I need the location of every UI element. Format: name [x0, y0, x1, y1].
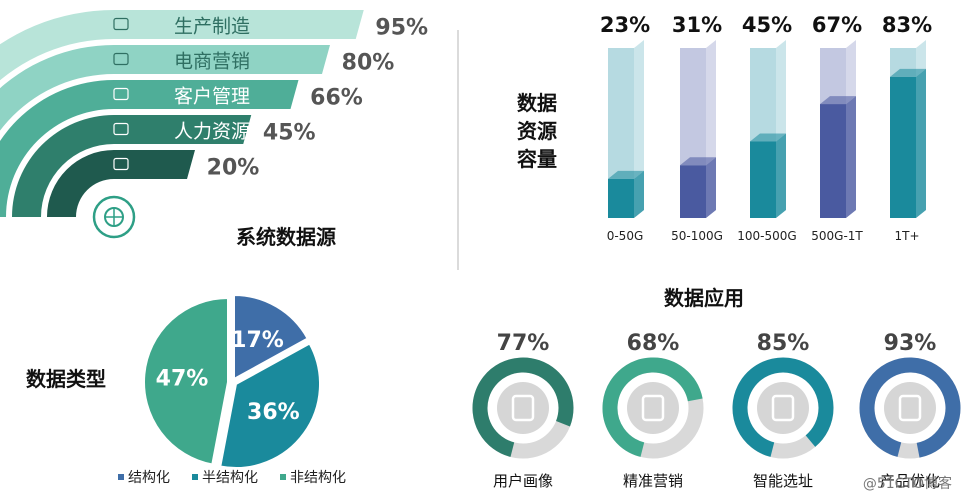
capacity-category: 0-50G — [607, 229, 644, 243]
pie-label: 36% — [247, 400, 300, 425]
source-label: 生产制造 — [174, 16, 250, 38]
pie-label: 47% — [156, 367, 209, 392]
legend-label: 结构化 — [128, 470, 170, 486]
source-value: 20% — [207, 156, 260, 181]
chart-icon — [113, 87, 129, 101]
legend-swatch — [280, 474, 286, 480]
chat-icon — [113, 17, 129, 31]
capacity-category: 1T+ — [894, 229, 919, 243]
source-band — [0, 45, 330, 131]
capacity-bar — [608, 40, 644, 218]
source-value: 80% — [342, 51, 395, 76]
donut-arc — [602, 357, 703, 457]
capacity-bar — [750, 40, 786, 218]
source-band — [12, 115, 252, 217]
legend-swatch — [192, 474, 198, 480]
source-label: 电商营销 — [174, 51, 250, 73]
location-pin-icon — [757, 382, 809, 434]
application-label: 精准营销 — [623, 472, 683, 490]
application-label: 产品优化 — [880, 472, 940, 490]
application-donut: 77% 用户画像 — [472, 331, 574, 490]
source-label: 客户管理 — [174, 86, 250, 108]
capacity-value: 45% — [742, 13, 792, 37]
phone-dollar-icon — [627, 382, 679, 434]
source-value: 45% — [263, 121, 316, 146]
legend-label: 非结构化 — [290, 470, 346, 486]
source-band — [47, 150, 195, 217]
network-icon — [113, 122, 129, 136]
monitor-icon — [113, 52, 129, 66]
source-value: 66% — [310, 86, 363, 111]
legend-label: 半结构化 — [202, 470, 258, 486]
capacity-value: 67% — [812, 13, 862, 37]
data-types-panel: 17% 36% 47% 结构化 半结构化 非结构化 — [118, 293, 346, 486]
globe-icon — [92, 195, 136, 239]
pie-label: 17% — [231, 328, 284, 353]
capacity-category: 50-100G — [671, 229, 723, 243]
legend-swatch — [118, 474, 124, 480]
source-label: 财务 — [193, 156, 231, 178]
capacity-value: 83% — [882, 13, 932, 37]
capacity-category: 100-500G — [737, 229, 796, 243]
source-value: 95% — [375, 16, 428, 41]
application-donut: 68% 精准营销 — [602, 331, 704, 490]
pie-slice — [233, 293, 309, 381]
watermark: @51CTO博客 — [863, 475, 952, 492]
donut-arc — [472, 357, 574, 457]
application-value: 68% — [627, 331, 680, 356]
source-band — [0, 10, 364, 81]
application-label: 智能选址 — [753, 472, 813, 490]
capacity-bar — [890, 40, 926, 219]
capacity-category: 500G-1T — [811, 229, 863, 243]
capacity-title: 数据资源容量 — [517, 91, 557, 171]
bar-chart-icon — [113, 157, 129, 171]
application-donut: 85% 智能选址 — [732, 331, 834, 490]
application-value: 93% — [884, 331, 937, 356]
donut-arc — [732, 357, 834, 457]
sources-title: 系统数据源 — [236, 225, 336, 249]
pie-slice — [219, 342, 321, 469]
application-donut: 93% 产品优化 — [859, 331, 961, 490]
growth-chart-icon — [884, 382, 936, 434]
application-label: 用户画像 — [493, 472, 553, 490]
capacity-bar — [820, 40, 856, 218]
applications-title: 数据应用 — [664, 286, 744, 310]
source-label: 人力资源 — [174, 121, 250, 143]
donut-arc — [859, 357, 961, 458]
pie-slice — [143, 296, 229, 466]
source-band — [0, 80, 299, 217]
user-portrait-icon — [497, 382, 549, 434]
application-value: 77% — [497, 331, 550, 356]
data-applications-panel: 77% 用户画像 68% 精准营销 85% 智能选址 93% 产品优化 — [472, 331, 961, 490]
data-capacity-panel: 23% 0-50G 31% 50-100G 45% 100-500G 67% 500G-1T 8… — [600, 13, 932, 243]
application-value: 85% — [757, 331, 810, 356]
types-title: 数据类型 — [26, 367, 106, 391]
capacity-bar — [680, 40, 716, 218]
capacity-value: 23% — [600, 13, 650, 37]
capacity-value: 31% — [672, 13, 722, 37]
